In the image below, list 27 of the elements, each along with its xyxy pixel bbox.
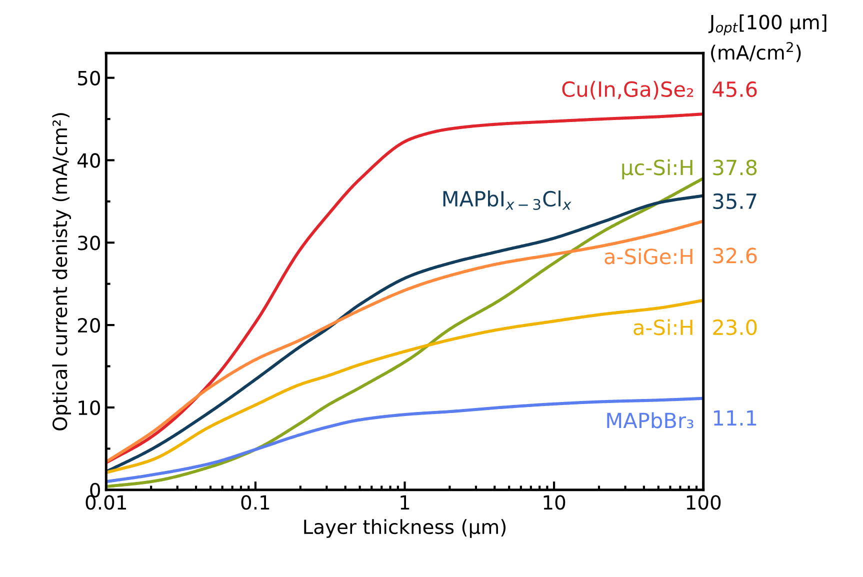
data-label: 45.6 xyxy=(712,81,757,98)
data-label: 32.6 xyxy=(713,248,757,264)
text: (mA/cm$^{2}$) xyxy=(711,42,801,62)
y-tick-label: 20 xyxy=(78,318,100,333)
x-tick-label: 1 xyxy=(400,495,410,510)
y-tick-label: 30 xyxy=(78,236,100,250)
series-label: MAPbI$_{x−3}$Cl$_{x}$ xyxy=(443,190,572,210)
data-label: 37.8 xyxy=(713,160,757,176)
series-label: Cu(In,Ga)Se₂ xyxy=(562,80,694,100)
series-label: MAPbBr₃ xyxy=(607,412,694,428)
x-axis-title: Layer thickness (µm) xyxy=(304,519,506,538)
y-tick-label: 10 xyxy=(78,400,100,416)
x-tick-label: 100 xyxy=(686,495,721,510)
data-label: 35.7 xyxy=(713,193,756,210)
series-label: a-SiGe:H xyxy=(604,248,692,264)
data-label: 11.1 xyxy=(714,410,756,426)
y-tick-label: 50 xyxy=(78,70,100,86)
data-label: 23.0 xyxy=(713,319,757,336)
text: J$_{opt}$[100 µm] xyxy=(708,14,826,36)
x-tick-label: 0.01 xyxy=(86,495,126,510)
y-tick-label: 40 xyxy=(77,153,100,168)
series-label: µc-Si:H xyxy=(622,159,692,180)
y-tick-label: 0 xyxy=(90,482,100,498)
x-tick-label: 0.1 xyxy=(241,495,270,510)
x-tick-label: 10 xyxy=(544,495,566,510)
series-label: a-Si:H xyxy=(634,319,692,336)
y-axis-title: Optical current denisty (mA/cm²) xyxy=(52,113,71,430)
